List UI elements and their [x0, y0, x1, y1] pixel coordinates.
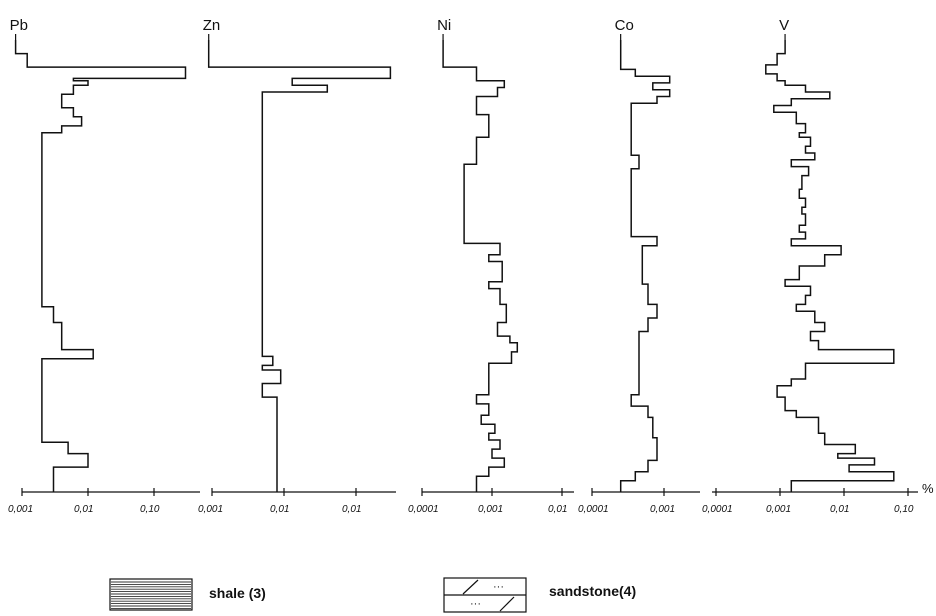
profile-line-ni — [442, 40, 519, 492]
panel-co: 0,0001 0,001 Co — [578, 17, 700, 515]
element-label-co: Co — [615, 17, 634, 34]
profile-line-co — [619, 40, 671, 492]
profile-line-zn — [207, 40, 392, 492]
shale-hatch — [111, 581, 191, 609]
panel-pb: 0,001 0,01 0,10 Pb — [8, 17, 200, 515]
tick-label-zn-0: 0,001 — [198, 504, 223, 515]
element-label-ni: Ni — [437, 17, 451, 34]
tick-label-zn-1: 0,01 — [270, 504, 289, 515]
tick-label-ni-2: 0,01 — [548, 504, 567, 515]
legend-item-shale: shale (3) — [109, 578, 266, 611]
panel-v: 0,0001 0,001 0,01 0,10 V — [702, 17, 918, 515]
tick-label-co-1: 0,001 — [650, 504, 675, 515]
profile-line-pb — [14, 40, 187, 492]
sandstone-dots-1: ··· — [493, 581, 504, 593]
tick-label-ni-0: 0,0001 — [408, 504, 439, 515]
tick-label-v-0: 0,0001 — [702, 504, 733, 515]
legend-item-sandstone: ··· ··· sandstone(4) — [443, 577, 636, 613]
panel-zn: 0,001 0,01 0,01 Zn — [198, 17, 396, 515]
legend-swatch-shale — [109, 578, 193, 611]
tick-label-v-2: 0,01 — [830, 504, 849, 515]
sandstone-slash-2 — [499, 596, 515, 612]
tick-label-pb-2: 0,10 — [140, 504, 160, 515]
panel-ni: 0,0001 0,001 0,01 Ni — [408, 17, 574, 515]
sandstone-dots-2: ··· — [470, 598, 481, 610]
tick-label-ni-1: 0,001 — [478, 504, 503, 515]
tick-label-pb-1: 0,01 — [74, 504, 93, 515]
tick-label-zn-2: 0,01 — [342, 504, 361, 515]
tick-label-pb-0: 0,001 — [8, 504, 33, 515]
legend-label-shale: shale (3) — [209, 585, 266, 601]
tick-label-v-1: 0,001 — [766, 504, 791, 515]
element-label-v: V — [779, 17, 789, 34]
element-label-pb: Pb — [10, 17, 28, 34]
unit-label: % — [922, 481, 934, 496]
sandstone-slash-1 — [462, 579, 479, 595]
tick-label-v-3: 0,10 — [894, 504, 914, 515]
legend-label-sandstone: sandstone(4) — [549, 583, 636, 599]
profile-line-v — [765, 40, 895, 492]
element-label-zn: Zn — [203, 17, 221, 34]
tick-label-co-0: 0,0001 — [578, 504, 609, 515]
